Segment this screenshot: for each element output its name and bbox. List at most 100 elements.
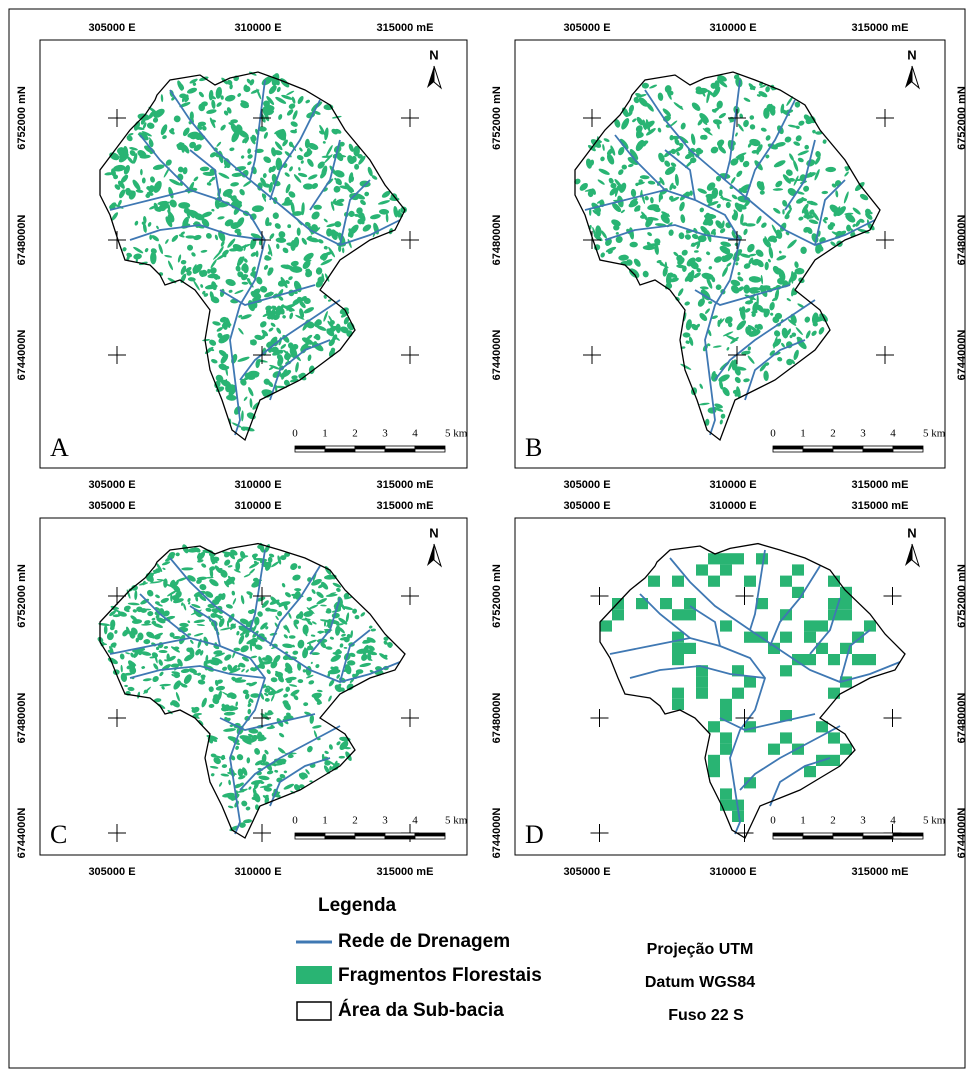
scale-label: 2 [352,428,358,440]
forest-fragment [672,699,684,710]
scale-segment [893,449,923,452]
forest-fragment [696,688,708,699]
scale-label: 5 km [445,815,468,827]
map-panel: 305000 E310000 E315000 mE305000 E310000 … [491,500,968,878]
forest-fragment [864,620,876,631]
coord-label-bottom: 305000 E [563,866,610,878]
scale-label: 4 [412,815,418,827]
scale-segment [415,836,445,839]
forest-fragment [696,564,708,575]
forest-fragment [828,654,840,665]
scale-label: 3 [860,428,866,440]
scale-segment [325,449,355,452]
scale-segment [773,449,803,452]
coord-label-top: 310000 E [709,22,756,34]
projection-line: Projeção UTM [647,941,754,958]
forest-fragment [600,620,612,631]
forest-fragment [852,654,864,665]
coord-label-bottom: 315000 mE [852,479,909,491]
forest-fragment [672,688,684,699]
forest-fragment [804,632,816,643]
forest-fragment [324,761,330,766]
scale-segment [863,446,893,449]
forest-fragment [648,576,660,587]
panel-letter: D [525,820,544,849]
scale-segment [833,836,863,839]
coord-label-top: 315000 mE [377,22,434,34]
scale-segment [833,833,863,836]
scale-segment [773,446,803,449]
scale-segment [893,446,923,449]
scale-segment [893,833,923,836]
scale-segment [773,833,803,836]
forest-fragment [804,766,816,777]
forest-fragment [732,553,744,564]
forest-fragment [243,264,249,273]
scale-segment [415,449,445,452]
scale-segment [385,833,415,836]
forest-fragment [780,732,792,743]
forest-fragment [289,635,296,639]
forest-fragment [792,564,804,575]
scale-segment [385,836,415,839]
legend-swatch-basin [297,1002,331,1020]
forest-fragment [672,643,684,654]
forest-fragment [720,744,732,755]
forest-fragment [864,654,876,665]
panels: 305000 E310000 E315000 mE305000 E310000 … [16,22,968,878]
scale-segment [415,446,445,449]
forest-fragment [816,620,828,631]
scale-segment [833,449,863,452]
forest-fragment [780,632,792,643]
map-panel: 305000 E310000 E315000 mE305000 E310000 … [491,22,968,491]
forest-fragment [804,145,809,150]
legend-swatch-forest [296,966,332,984]
north-label: N [429,47,438,62]
forest-fragment [840,609,852,620]
legend-item: Área da Sub-bacia [338,999,504,1021]
scale-label: 2 [830,428,836,440]
coord-label-left: 6752000 mN [16,564,28,628]
forest-fragment [720,699,732,710]
scale-segment [833,446,863,449]
forest-fragment [744,676,756,687]
scale-segment [355,446,385,449]
scale-segment [295,833,325,836]
scale-label: 4 [890,815,896,827]
scale-segment [295,449,325,452]
scale-segment [325,833,355,836]
scale-label: 1 [800,428,806,440]
coord-label-top: 310000 E [709,500,756,512]
scale-segment [863,449,893,452]
forest-fragment [804,620,816,631]
map-panel: 305000 E310000 E315000 mE305000 E310000 … [16,22,468,491]
forest-fragment [354,164,359,170]
coord-label-bottom: 315000 mE [852,866,909,878]
panel-letter: A [50,433,69,462]
north-label: N [429,525,438,540]
legend-title: Legenda [318,895,397,916]
forest-fragment [792,587,804,598]
forest-fragment [732,688,744,699]
scale-label: 1 [322,428,328,440]
forest-fragment [744,576,756,587]
legend: Legenda Rede de Drenagem Fragmentos Flor… [296,895,542,1021]
coord-label-top: 315000 mE [377,500,434,512]
coord-label-top: 310000 E [234,22,281,34]
legend-item: Fragmentos Florestais [338,965,542,986]
coord-label-left: 6752000 mN [491,564,503,628]
forest-fragment [840,587,852,598]
panel-letter: C [50,820,67,849]
forest-fragment [708,576,720,587]
forest-fragment [804,654,816,665]
coord-label-left: 6752000 mN [491,86,503,150]
scale-segment [295,836,325,839]
coord-label-left: 6744000N [491,330,503,381]
coord-label-left: 6748000N [491,215,503,266]
forest-fragment [612,609,624,620]
scale-label: 3 [382,428,388,440]
scale-label: 4 [890,428,896,440]
coord-label-top: 315000 mE [852,22,909,34]
coord-label-top: 310000 E [234,500,281,512]
scale-segment [415,833,445,836]
